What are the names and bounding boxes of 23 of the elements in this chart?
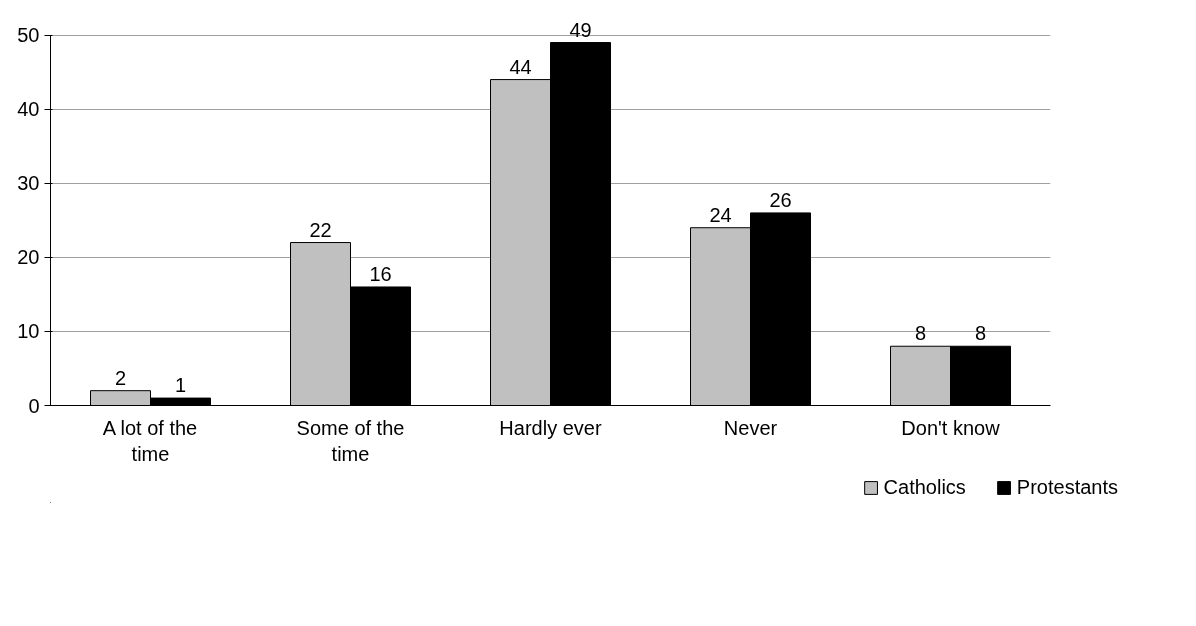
data-label: 44 [509,55,532,78]
data-label: 26 [769,188,792,211]
legend-label: Catholics [883,475,966,499]
x-tick-label: Never [723,416,778,439]
legend-label: Protestants [1016,475,1118,499]
data-label: 22 [309,218,332,241]
data-label: 16 [369,262,392,285]
data-label: 1 [174,374,187,397]
data-label: 2 [114,366,127,389]
data-label: 24 [709,203,732,226]
x-tick-label: Don't know [901,416,1001,439]
x-tick-label: Some of the time [296,416,405,465]
y-tick-label: 50 [17,24,40,47]
y-tick-label: 20 [17,246,40,269]
x-tick-label: A lot of the time [102,416,198,465]
data-label: 8 [914,322,927,345]
y-tick-label: 0 [28,394,40,417]
y-tick-label: 30 [17,172,40,195]
y-tick-label: 40 [17,98,40,121]
data-label: 49 [569,18,592,41]
x-tick-label: Hardly ever [499,416,602,439]
y-tick-label: 10 [17,320,40,343]
data-label: 8 [974,322,987,345]
